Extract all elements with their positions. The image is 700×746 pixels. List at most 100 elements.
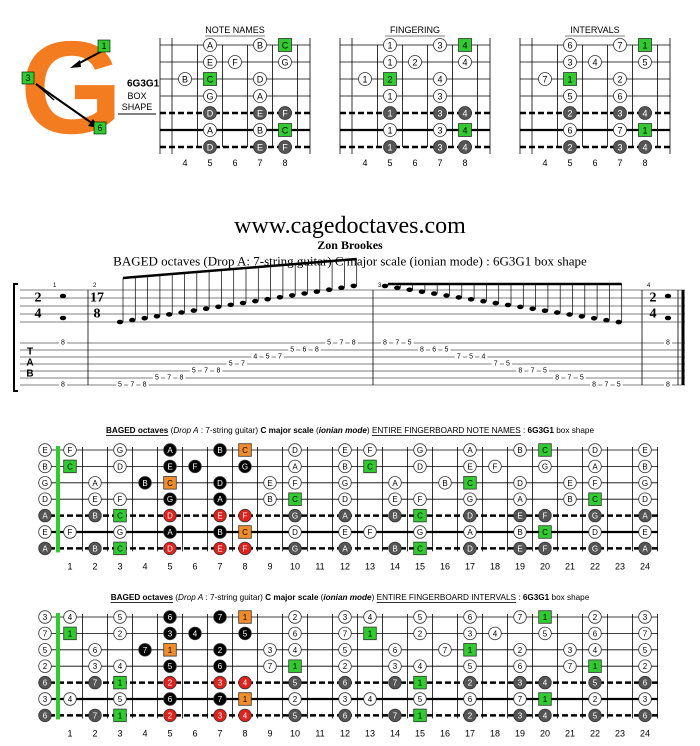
note-label: D [467, 512, 473, 521]
note-dot [463, 508, 477, 523]
notehead [239, 300, 247, 306]
notehead [338, 285, 345, 291]
fret-number: 9 [267, 728, 272, 738]
note-dot [388, 508, 402, 523]
note-label: 2 [518, 646, 523, 655]
note-label: F [493, 462, 498, 471]
note-dot [38, 476, 52, 490]
note-dot [513, 659, 527, 673]
tab-fret: 4 [481, 354, 485, 361]
fret-number: 24 [640, 561, 650, 571]
note-dot [288, 476, 302, 490]
note-dot [413, 692, 427, 706]
note-label: 4 [543, 679, 548, 688]
note-dot [263, 492, 277, 506]
note-dot [388, 643, 402, 657]
fret-number: 6 [592, 158, 597, 168]
note-label: C [292, 495, 298, 504]
note-label: 4 [462, 143, 467, 153]
tab-gap [393, 339, 402, 347]
note-dot [253, 106, 267, 120]
note-dot [388, 708, 402, 723]
note-label: 2 [168, 679, 173, 688]
fret-number: 8 [462, 158, 467, 168]
note-dot [213, 541, 227, 556]
note-label: E [642, 446, 647, 455]
tab-gap [251, 353, 260, 361]
note-label: A [342, 512, 348, 521]
note-dot [253, 140, 267, 154]
tab-fret: 5 [506, 361, 510, 368]
note-dot [113, 659, 127, 673]
note-dot [63, 443, 77, 457]
note-dot [188, 459, 202, 474]
tab-fret: 7 [339, 340, 343, 347]
notehead [541, 308, 549, 314]
note-dot [383, 140, 397, 154]
note-label: 5 [243, 629, 248, 638]
fret-number: 8 [242, 561, 247, 571]
note-label: E [467, 462, 472, 471]
note-label: 3 [518, 679, 523, 688]
note-dot [383, 106, 397, 120]
note-dot [588, 541, 602, 556]
logo-arrowhead [70, 60, 81, 68]
title-part: ionian mode [319, 426, 368, 435]
tab-fret: 8 [666, 340, 670, 347]
note-box [563, 72, 577, 86]
note-label: 4 [68, 695, 73, 704]
note-label: 7 [643, 629, 648, 638]
fret-number: 8 [282, 158, 287, 168]
note-dot [113, 459, 127, 474]
note-dot [213, 692, 227, 706]
note-dot [163, 459, 177, 474]
note-dot [638, 476, 652, 490]
note-dot [613, 106, 627, 120]
note-label: 3 [643, 613, 648, 622]
note-label: G [117, 528, 123, 537]
note-label: 6 [43, 679, 48, 688]
note-dot [113, 492, 127, 506]
note-dot [38, 692, 52, 706]
notehead [129, 317, 136, 323]
note-label: 4 [68, 613, 73, 622]
note-label: G [167, 495, 173, 504]
note-dot [363, 525, 377, 539]
fret-number: 22 [590, 561, 600, 571]
tab-fret: 7 [531, 368, 535, 375]
note-dot [38, 708, 52, 723]
notehead [455, 295, 462, 300]
note-dot [253, 89, 267, 103]
note-dot [88, 708, 102, 723]
note-dot [113, 525, 127, 539]
note-dot [288, 643, 302, 657]
note-label: 3 [343, 695, 348, 704]
note-dot [433, 89, 447, 103]
note-dot [638, 508, 652, 523]
notehead [664, 315, 672, 321]
note-dot [38, 443, 52, 457]
note-label: F [543, 512, 548, 521]
tab-fret: 8 [143, 382, 147, 389]
note-label: 1 [642, 126, 647, 136]
note-dot [338, 643, 352, 657]
note-dot [203, 38, 217, 52]
note-dot [203, 89, 217, 103]
note-dot [338, 541, 352, 556]
note-dot [513, 708, 527, 723]
note-label: 4 [642, 109, 647, 119]
fret-number: 7 [437, 158, 442, 168]
note-dot [488, 459, 502, 474]
note-dot [38, 508, 52, 523]
note-label: F [593, 479, 598, 488]
note-dot [433, 123, 447, 137]
note-box [413, 708, 427, 723]
note-label: C [67, 462, 73, 471]
tab-fret: 8 [666, 382, 670, 389]
notehead [467, 297, 475, 302]
tab-fret: 7 [241, 361, 245, 368]
note-label: 4 [243, 679, 248, 688]
note-label: D [592, 446, 598, 455]
note-dot [288, 626, 302, 641]
note-label: 1 [593, 662, 598, 671]
